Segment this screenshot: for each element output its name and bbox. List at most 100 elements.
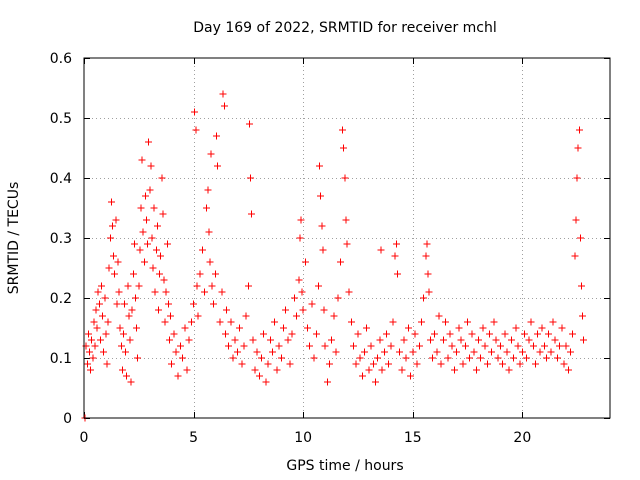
data-point: [116, 324, 124, 332]
data-point: [339, 126, 347, 134]
data-point: [494, 354, 502, 362]
data-point: [415, 342, 423, 350]
data-point: [167, 312, 175, 320]
x-tick-label: 0: [80, 430, 89, 446]
data-point: [174, 372, 182, 380]
data-point: [282, 306, 290, 314]
data-point: [277, 354, 285, 362]
data-point: [479, 324, 487, 332]
data-point: [304, 324, 312, 332]
data-point: [461, 342, 469, 350]
data-point: [222, 306, 230, 314]
data-point: [341, 174, 349, 182]
data-point: [213, 132, 221, 140]
data-point: [299, 306, 307, 314]
data-point: [542, 354, 550, 362]
y-tick-label: 0.5: [50, 111, 72, 127]
data-point: [496, 342, 504, 350]
data-point: [275, 342, 283, 350]
data-point: [330, 312, 338, 320]
data-point: [205, 228, 213, 236]
data-point: [293, 312, 301, 320]
data-point: [402, 354, 410, 362]
data-point: [193, 282, 201, 290]
data-point: [538, 324, 546, 332]
data-point: [308, 300, 316, 308]
data-point: [112, 216, 120, 224]
data-point: [251, 366, 259, 374]
data-point: [127, 378, 135, 386]
data-point: [518, 348, 526, 356]
data-point: [464, 318, 472, 326]
data-point: [144, 240, 152, 248]
data-point: [516, 360, 524, 368]
data-point: [352, 360, 360, 368]
data-point: [233, 348, 241, 356]
data-point: [472, 366, 480, 374]
data-point: [481, 342, 489, 350]
data-point: [153, 222, 161, 230]
data-point: [358, 372, 366, 380]
data-point: [162, 288, 170, 296]
data-point: [332, 348, 340, 356]
data-point: [391, 252, 399, 260]
data-point: [87, 366, 95, 374]
data-point: [89, 354, 97, 362]
data-point: [490, 318, 498, 326]
data-point: [420, 294, 428, 302]
data-point: [111, 270, 119, 278]
data-point: [216, 318, 224, 326]
data-point: [93, 324, 101, 332]
data-point: [477, 354, 485, 362]
data-point: [505, 366, 513, 374]
data-point: [380, 348, 388, 356]
data-point: [248, 210, 256, 218]
data-point: [129, 270, 137, 278]
data-point: [343, 240, 351, 248]
data-point: [160, 276, 168, 284]
data-point: [148, 234, 156, 242]
data-point: [140, 258, 148, 266]
data-point: [558, 324, 566, 332]
y-tick-label: 0.6: [50, 51, 72, 67]
data-point: [117, 342, 125, 350]
data-point: [514, 342, 522, 350]
data-point: [158, 174, 166, 182]
data-point: [485, 330, 493, 338]
data-point: [407, 372, 415, 380]
data-point: [134, 354, 142, 362]
data-point: [164, 300, 172, 308]
data-point: [136, 246, 144, 254]
data-point: [203, 204, 211, 212]
data-point: [562, 342, 570, 350]
data-point: [133, 324, 141, 332]
data-point: [84, 330, 92, 338]
data-point: [240, 342, 248, 350]
data-point: [428, 354, 436, 362]
data-point: [151, 288, 159, 296]
data-point: [105, 264, 113, 272]
data-point: [91, 342, 99, 350]
data-point: [288, 330, 296, 338]
data-point: [114, 258, 122, 266]
data-point: [150, 204, 158, 212]
data-point: [369, 360, 377, 368]
data-point: [99, 312, 107, 320]
data-point: [422, 252, 430, 260]
data-point: [418, 318, 426, 326]
data-point: [253, 348, 261, 356]
data-point: [507, 336, 515, 344]
data-point: [141, 192, 149, 200]
data-point: [290, 294, 298, 302]
data-point: [179, 354, 187, 362]
data-point: [130, 240, 138, 248]
data-point: [446, 330, 454, 338]
data-point: [236, 324, 244, 332]
data-point: [551, 336, 559, 344]
data-point: [260, 330, 268, 338]
data-point: [564, 366, 572, 374]
data-point: [350, 342, 358, 350]
data-point: [553, 354, 561, 362]
x-axis-label: GPS time / hours: [286, 458, 403, 474]
